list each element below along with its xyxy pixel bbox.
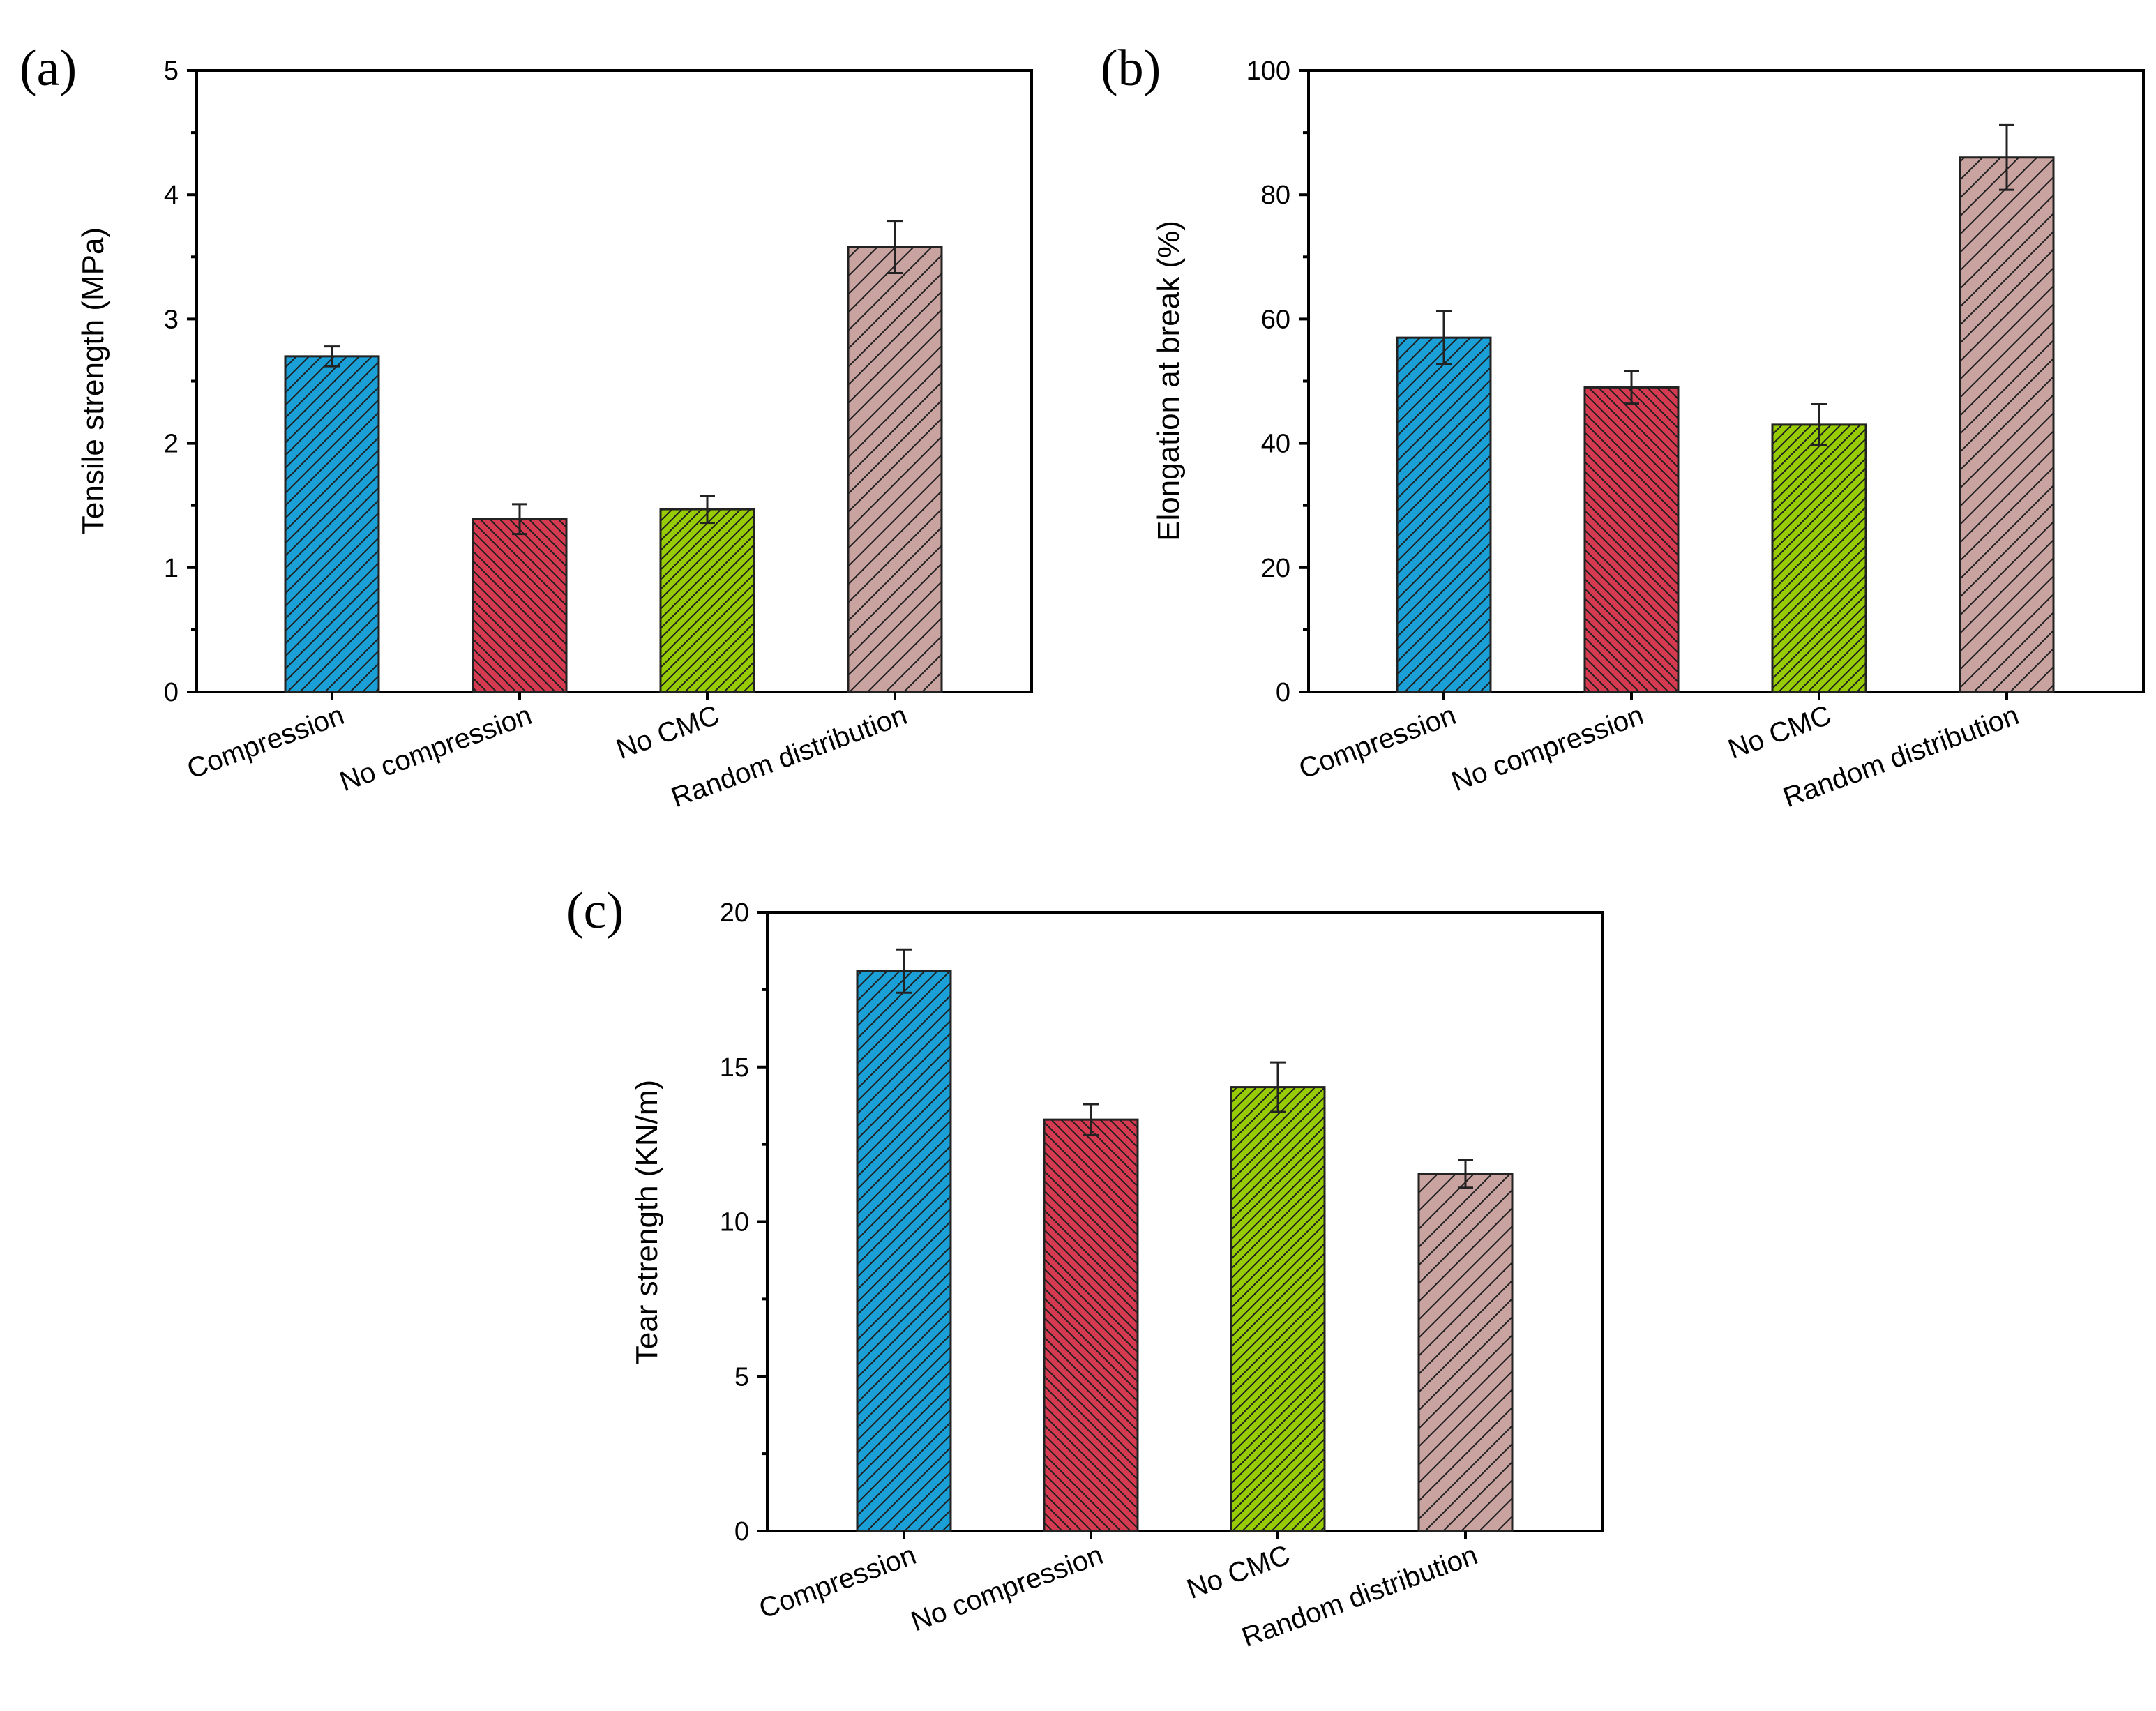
panel-a-y-axis-title: Tensile strength (MPa) [76, 227, 110, 534]
panel-a-error-bar-2 [700, 494, 715, 525]
panel-b-ytick-label: 100 [1246, 56, 1290, 86]
panel-c-ytick-label: 10 [720, 1208, 749, 1237]
panel-b-y-axis-title: Elongation at break (%) [1152, 220, 1186, 541]
panel-b-category-label: No compression [1447, 700, 1648, 797]
panel-c-category-label: Compression [755, 1539, 920, 1625]
panel-c-error-bar-2 [1270, 1061, 1286, 1113]
panel-b-ytick-label: 60 [1261, 305, 1290, 334]
panel-a-ytick-label: 4 [164, 181, 179, 210]
panel-b-chart: (b) Elongation at break (%) 0 20 40 60 80 100… [1101, 40, 2145, 813]
panel-b-bar-3 [1959, 156, 2055, 693]
panel-a-chart: (a) Tensile strength (MPa) 0 1 2 3 4 5 Compres… [20, 40, 1033, 813]
panel-c-ytick-label: 20 [720, 898, 749, 928]
panel-a-bar-0 [284, 355, 380, 693]
panel-b-category-label: No CMC [1724, 700, 1835, 765]
panel-b-bar-0 [1396, 336, 1492, 693]
panel-a-ytick-label: 2 [164, 430, 179, 459]
panel-a-category-label: No CMC [612, 700, 723, 765]
panel-c-bar-1 [1043, 1118, 1139, 1532]
panel-c-error-bar-3 [1458, 1159, 1473, 1189]
panel-a-category-label: No compression [336, 700, 536, 797]
panel-b-bar-2 [1771, 423, 1867, 693]
panel-b-ytick-label: 20 [1261, 554, 1290, 583]
panel-b-ytick-label: 80 [1261, 181, 1290, 210]
panel-c-bar-2 [1230, 1086, 1326, 1532]
panel-c-error-bar-1 [1083, 1103, 1099, 1136]
panel-c-ytick-label: 15 [720, 1053, 749, 1083]
panel-b-letter: (b) [1101, 40, 1161, 97]
panel-a-ytick-label: 5 [164, 56, 179, 86]
panel-b-error-bar-0 [1436, 310, 1452, 365]
panel-b-error-bar-3 [1999, 123, 2014, 191]
panel-a-ytick-label: 0 [164, 678, 179, 707]
panel-c-bar-3 [1417, 1173, 1514, 1532]
panel-b-bar-1 [1583, 386, 1680, 693]
panel-c-category-label: No compression [907, 1539, 1107, 1637]
panel-a-error-bar-3 [887, 220, 903, 274]
panel-b-category-label: Compression [1295, 700, 1460, 785]
panel-a-letter: (a) [20, 40, 77, 97]
panel-b-error-bar-2 [1811, 402, 1827, 446]
panel-c-y-axis-title: Tear strength (KN/m) [630, 1080, 664, 1364]
panel-a-error-bar-0 [324, 345, 340, 368]
panel-a-ytick-label: 3 [164, 305, 179, 334]
panel-c-ytick-label: 5 [734, 1362, 749, 1392]
panel-c-bar-0 [856, 970, 952, 1532]
panel-a-bar-3 [847, 246, 943, 693]
panel-b-error-bar-1 [1624, 370, 1639, 405]
panel-a-error-bar-1 [512, 503, 527, 536]
panel-c-letter: (c) [566, 882, 624, 940]
panel-c-error-bar-0 [896, 948, 912, 994]
panel-c-chart: (c) Tear strength (KN/m) 0 5 10 15 20 Compres… [566, 882, 1604, 1653]
panel-b-ytick-label: 0 [1276, 678, 1290, 707]
panel-b-ytick-label: 40 [1261, 430, 1290, 459]
panel-a-bar-1 [472, 518, 568, 693]
panel-a-bar-2 [659, 508, 755, 693]
panel-c-category-label: No CMC [1183, 1539, 1294, 1605]
panel-a-category-label: Compression [183, 700, 348, 785]
panel-a-ytick-label: 1 [164, 554, 179, 583]
panel-c-ytick-label: 0 [734, 1517, 749, 1546]
